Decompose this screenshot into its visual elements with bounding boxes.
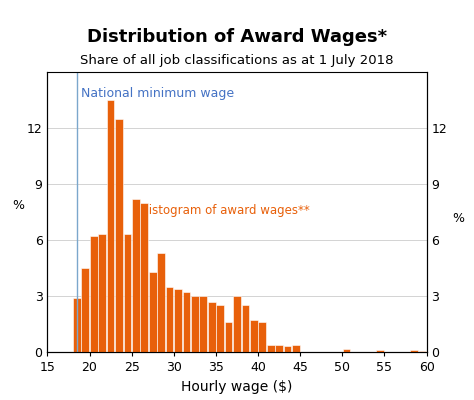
Bar xyxy=(82,268,89,352)
Bar xyxy=(267,344,274,352)
Bar xyxy=(200,296,207,352)
Bar xyxy=(275,346,283,352)
Bar xyxy=(124,234,131,352)
Bar xyxy=(191,296,199,352)
Text: Share of all job classifications as at 1 July 2018: Share of all job classifications as at 1… xyxy=(80,54,394,67)
Y-axis label: %: % xyxy=(452,212,465,225)
Bar xyxy=(115,119,123,352)
Bar xyxy=(132,199,140,352)
Bar xyxy=(376,350,384,352)
Y-axis label: %: % xyxy=(12,199,25,212)
Bar xyxy=(292,344,300,352)
Bar xyxy=(208,302,216,352)
Bar xyxy=(250,320,258,352)
Bar xyxy=(410,350,418,352)
Bar xyxy=(90,236,98,352)
Bar xyxy=(216,305,224,352)
Bar xyxy=(149,272,156,352)
Bar xyxy=(174,288,182,352)
Bar xyxy=(258,322,266,352)
Bar xyxy=(140,203,148,352)
X-axis label: Hourly wage ($): Hourly wage ($) xyxy=(182,380,292,394)
Bar xyxy=(283,346,292,352)
Bar xyxy=(182,292,191,352)
Bar xyxy=(419,351,426,352)
Bar xyxy=(343,349,350,352)
Bar xyxy=(166,287,173,352)
Text: Distribution of Award Wages*: Distribution of Award Wages* xyxy=(87,28,387,46)
Bar xyxy=(233,296,241,352)
Text: Histogram of award wages**: Histogram of award wages** xyxy=(140,204,310,217)
Bar xyxy=(225,322,232,352)
Bar xyxy=(107,100,115,352)
Bar xyxy=(157,253,165,352)
Text: National minimum wage: National minimum wage xyxy=(81,87,234,100)
Bar xyxy=(242,305,249,352)
Bar xyxy=(98,234,106,352)
Bar xyxy=(73,298,81,352)
